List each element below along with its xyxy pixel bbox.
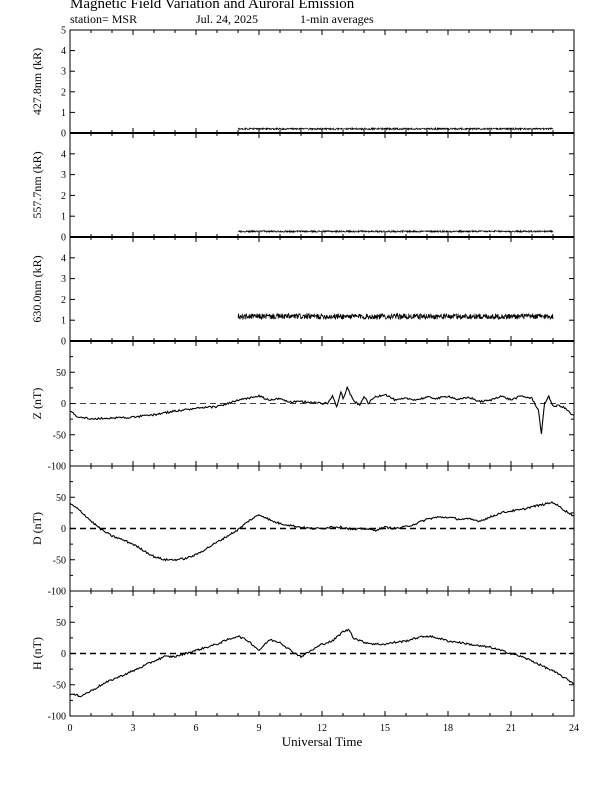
y-tick-label: 1 xyxy=(61,316,66,327)
y-tick-label: -50 xyxy=(53,680,66,691)
x-tick-label: 3 xyxy=(131,723,136,734)
y-tick-label: 1 xyxy=(61,212,66,223)
y-tick-label: 0 xyxy=(61,649,66,660)
y-tick-label: -100 xyxy=(48,462,66,473)
date-label: Jul. 24, 2025 xyxy=(196,12,259,26)
panel-pH: -100 -50 0 50 H (nT) xyxy=(30,590,575,723)
y-tick-label: 0 xyxy=(61,129,66,140)
y-axis-label: 630.0nm (kR) xyxy=(30,255,44,322)
y-axis-label: 557.7nm (kR) xyxy=(30,151,44,218)
y-tick-label: -100 xyxy=(48,712,66,723)
y-tick-label: 0 xyxy=(61,399,66,410)
panel-p6300: 0 1 2 3 4 630.0nm (kR) xyxy=(30,236,575,348)
data-series-line xyxy=(237,126,554,132)
y-tick-label: -50 xyxy=(53,430,66,441)
panel-p4278: 0 1 2 3 4 5 427.8nm (kR) xyxy=(30,26,575,140)
y-tick-label: 4 xyxy=(61,253,66,264)
x-axis-label: Universal Time xyxy=(282,734,363,749)
y-tick-label: 50 xyxy=(56,618,66,629)
data-series-line xyxy=(237,312,554,321)
y-tick-label: 0 xyxy=(61,233,66,244)
x-tick-label: 9 xyxy=(257,723,262,734)
x-tick-label: 24 xyxy=(569,723,579,734)
y-tick-label: 50 xyxy=(56,368,66,379)
y-tick-label: 0 xyxy=(61,337,66,348)
panel-frame xyxy=(69,132,575,238)
y-tick-label: 50 xyxy=(56,493,66,504)
y-tick-label: 3 xyxy=(61,67,66,78)
x-tick-label: 12 xyxy=(317,723,327,734)
y-tick-label: 0 xyxy=(61,524,66,535)
y-tick-label: 4 xyxy=(61,149,66,160)
panel-p5577: 0 1 2 3 4 557.7nm (kR) xyxy=(30,132,575,244)
y-tick-label: 4 xyxy=(61,46,66,57)
y-tick-label: 2 xyxy=(61,295,66,306)
y-tick-label: -50 xyxy=(53,555,66,566)
panel-pZ: -100 -50 0 50 Z (nT) xyxy=(30,340,575,473)
panel-frame xyxy=(69,236,575,342)
data-series-line xyxy=(69,501,575,562)
chart-title: Magnetic Field Variation and Auroral Emi… xyxy=(70,0,355,12)
y-axis-label: Z (nT) xyxy=(30,388,44,420)
y-axis-label: 427.8nm (kR) xyxy=(30,48,44,115)
y-tick-label: 3 xyxy=(61,170,66,181)
y-tick-label: 5 xyxy=(61,26,66,37)
y-axis-label: H (nT) xyxy=(30,637,44,670)
data-series-line xyxy=(69,385,575,434)
x-tick-label: 15 xyxy=(380,723,390,734)
panel-pD: -100 -50 0 50 D (nT) xyxy=(30,465,575,598)
averages-label: 1-min averages xyxy=(300,12,374,26)
y-tick-label: -100 xyxy=(48,587,66,598)
y-tick-label: 2 xyxy=(61,87,66,98)
panel-frame xyxy=(69,29,575,134)
y-tick-label: 1 xyxy=(61,108,66,119)
x-tick-label: 6 xyxy=(194,723,199,734)
x-tick-label: 0 xyxy=(68,723,73,734)
data-series-line xyxy=(69,628,575,698)
y-axis-label: D (nT) xyxy=(30,512,44,545)
x-tick-label: 18 xyxy=(443,723,453,734)
x-tick-label: 21 xyxy=(506,723,516,734)
station-label: station= MSR xyxy=(70,12,138,26)
y-tick-label: 3 xyxy=(61,274,66,285)
data-series-line xyxy=(237,229,554,234)
y-tick-label: 2 xyxy=(61,191,66,202)
